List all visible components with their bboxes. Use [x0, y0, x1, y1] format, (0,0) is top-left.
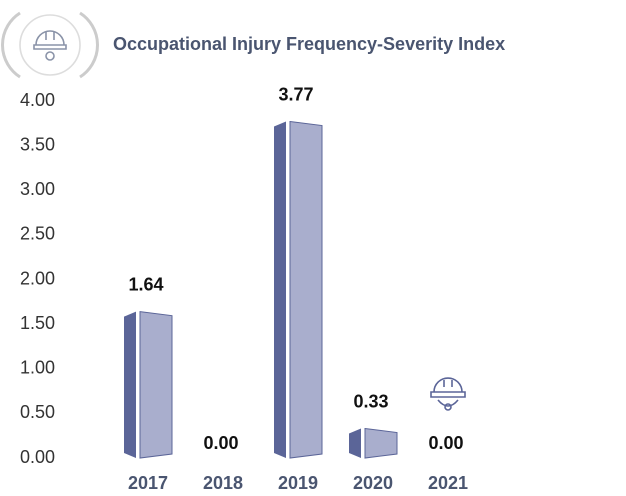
value-label: 3.77 [278, 84, 313, 104]
x-tick-label: 2017 [128, 473, 168, 493]
y-tick-label: 2.00 [20, 268, 55, 288]
bar [274, 120, 323, 459]
x-tick-label: 2021 [428, 473, 468, 493]
header-icon [1, 11, 99, 79]
value-label: 1.64 [128, 274, 163, 294]
value-label: 0.00 [203, 433, 238, 453]
bar [124, 311, 173, 459]
value-label: 0.33 [353, 391, 388, 411]
y-tick-label: 2.50 [20, 224, 55, 244]
x-tick-label: 2019 [278, 473, 318, 493]
y-tick-label: 1.00 [20, 358, 55, 378]
y-tick-label: 4.00 [20, 90, 55, 110]
chart-title: Occupational Injury Frequency-Severity I… [113, 34, 505, 54]
bar-side [274, 121, 286, 458]
bar-side [349, 428, 361, 458]
y-tick-label: 0.50 [20, 402, 55, 422]
bar-front [139, 311, 173, 459]
bar-side [124, 311, 136, 458]
y-tick-label: 3.00 [20, 179, 55, 199]
y-tick-label: 1.50 [20, 313, 55, 333]
bar [349, 427, 398, 459]
x-tick-label: 2018 [203, 473, 243, 493]
y-tick-label: 3.50 [20, 134, 55, 154]
bar-front [364, 427, 398, 459]
x-tick-label: 2020 [353, 473, 393, 493]
y-tick-label: 0.00 [20, 447, 55, 467]
value-label: 0.00 [428, 433, 463, 453]
bar-front [289, 120, 323, 459]
helmet-icon [430, 377, 466, 411]
